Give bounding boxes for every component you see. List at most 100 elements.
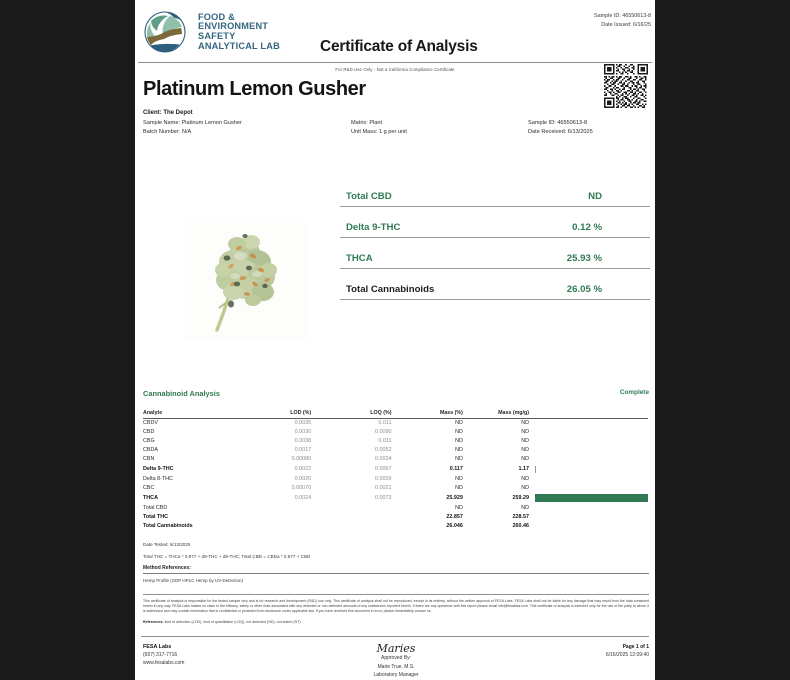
cell-loq: 0.011 (378, 420, 392, 427)
cell-mass-mgg: ND (521, 476, 529, 483)
summary-value: ND (588, 191, 602, 202)
cell-bar (529, 464, 648, 475)
cell-mass-mgg: 1.17 (518, 466, 530, 473)
col-loq: LOQ (%) (311, 410, 392, 419)
cell-analyte: Total Cannabinoids (143, 523, 193, 530)
cell-lod (230, 512, 311, 521)
cell-loq (311, 522, 391, 531)
cell-lod: 0.0038 (294, 438, 312, 445)
col-mass-pct: Mass (%) (391, 410, 463, 419)
approver-name: Marie True, M.S. (377, 663, 415, 670)
document-header: FOOD & ENVIRONMENT SAFETY ANALYTICAL LAB… (135, 0, 655, 62)
disclaimer-text: This certificate of analysis is responsi… (143, 599, 649, 614)
cell-mass-pct: 26.046 (446, 523, 463, 530)
summary-label: Total Cannabinoids (346, 284, 435, 295)
sample-info-column-2: Matrix: Plant Unit Mass: 1 g per unit (351, 119, 407, 138)
logo-line-4: ANALYTICAL LAB (198, 40, 280, 51)
cell-loq: 0.011 (378, 438, 392, 445)
cell-analyte: Total CBD (143, 504, 168, 511)
table-row: CBD 0.0030 0.0090 ND ND (143, 428, 648, 437)
cell-mass-mgg: ND (521, 485, 529, 492)
table-row: CBG 0.0038 0.011 ND ND (143, 437, 648, 446)
sample-name-field: Sample Name: Platinum Lemon Gusher (143, 119, 242, 126)
approved-by-label: Approved By: (380, 655, 412, 661)
unit-mass-field: Unit Mass: 1 g per unit (351, 129, 407, 135)
coa-document: FOOD & ENVIRONMENT SAFETY ANALYTICAL LAB… (135, 0, 655, 680)
cell-bar (529, 512, 648, 521)
footer-website[interactable]: www.fesalabs.com (143, 660, 185, 666)
cell-loq: 0.0059 (374, 476, 392, 483)
col-lod: LOD (%) (230, 410, 312, 419)
table-row: Delta 9-THC 0.0022 0.0067 0.117 1.17 (143, 464, 648, 475)
table-row: CBN 0.00080 0.0024 ND ND (143, 455, 648, 464)
calculation-formula: Total THC = THCa * 0.877 + d9-THC + d8-T… (143, 553, 311, 559)
generated-timestamp: 6/16/2025 12:09:40 (605, 652, 649, 659)
cell-loq: 0.0073 (374, 495, 392, 502)
cell-loq: 0.0052 (374, 447, 392, 454)
batch-number-field: Batch Number: N/A (143, 129, 192, 135)
cell-bar (529, 418, 648, 428)
logo-line-3: SAFETY (198, 31, 236, 41)
logo-line-1: FOOD & (198, 11, 235, 22)
approver-title: Laboratory Manager (373, 672, 419, 679)
value-bar (535, 494, 648, 502)
summary-label: Delta 9-THC (346, 222, 401, 233)
client-name: Client: The Depot (143, 109, 193, 116)
cell-mass-mgg: ND (521, 456, 529, 463)
footer-lab-name: FESA Labs (143, 644, 172, 650)
table-row: CBC 0.00070 0.0021 ND ND (143, 484, 648, 493)
status-badge: Complete (619, 389, 649, 396)
footer-page-info: Page 1 of 1 6/16/2025 12:09:40 (606, 643, 649, 659)
document-footer: FESA Labs (657) 317-7716 www.fesalabs.co… (143, 643, 649, 678)
results-summary: Total CBD ND Delta 9-THC 0.12 % THCA 25.… (340, 185, 650, 309)
summary-value: 26.05 % (566, 284, 602, 295)
cell-lod: 0.00070 (291, 485, 312, 492)
footer-approval: Maries Approved By: Marie True, M.S. Lab… (373, 643, 418, 680)
footer-lab-info: FESA Labs (657) 317-7716 www.fesalabs.co… (143, 643, 184, 667)
cell-analyte: CBDA (143, 447, 158, 454)
cell-bar (529, 446, 648, 455)
cell-mass-pct: ND (455, 429, 463, 436)
cell-lod: 0.0022 (294, 466, 312, 473)
cell-analyte: CBC (143, 485, 155, 492)
cell-mass-mgg: 259.29 (512, 495, 530, 502)
logo-wordmark: FOOD & ENVIRONMENT SAFETY ANALYTICAL LAB (198, 11, 280, 51)
table-row: Total CBD ND ND (143, 503, 648, 512)
qr-code-icon[interactable] (603, 64, 649, 108)
cell-lod: 0.0024 (294, 495, 312, 502)
cell-lod: 0.00080 (291, 456, 312, 463)
table-row: Delta 8-THC 0.0020 0.0059 ND ND (143, 475, 648, 484)
cell-bar (529, 522, 648, 531)
value-bar (535, 465, 537, 474)
sample-info-column-1: Sample Name: Platinum Lemon Gusher Batch… (143, 119, 242, 138)
cell-loq: 0.0024 (374, 456, 392, 463)
matrix-field: Matrix: Plant (351, 119, 383, 126)
cell-mass-mgg: ND (521, 447, 529, 454)
cell-mass-pct: 0.117 (449, 466, 463, 473)
cell-analyte: CBG (143, 438, 155, 445)
summary-row-delta9-thc: Delta 9-THC 0.12 % (340, 216, 650, 238)
signature-image: Maries (376, 642, 416, 655)
cell-lod: 0.0020 (294, 476, 312, 483)
cell-loq: 0.0090 (374, 429, 392, 436)
cell-analyte: THCA (143, 495, 158, 502)
cell-mass-mgg: 260.46 (512, 523, 530, 530)
col-bar (529, 410, 648, 419)
sample-info-grid: Sample Name: Platinum Lemon Gusher Batch… (143, 119, 655, 139)
cell-mass-mgg: ND (521, 504, 529, 511)
analysis-section-header: Cannabinoid Analysis Complete (143, 389, 649, 398)
cell-loq (311, 503, 391, 512)
references-line: References: limit of detection (LOD), li… (143, 620, 649, 624)
page-title: Certificate of Analysis (320, 38, 478, 55)
cell-bar (529, 493, 648, 504)
table-row: CBDV 0.0035 0.011 ND ND (143, 418, 648, 428)
summary-row-total-cannabinoids: Total Cannabinoids 26.05 % (340, 278, 650, 300)
cannabinoid-analysis-table: Analyte LOD (%) LOQ (%) Mass (%) Mass (m… (143, 410, 648, 531)
cell-mass-pct: ND (455, 420, 463, 427)
cell-bar (529, 428, 648, 437)
sample-id-field: Sample ID: 46550613-8 (528, 119, 588, 126)
cell-analyte: Delta 9-THC (143, 466, 174, 473)
cell-lod (230, 503, 311, 512)
cell-loq (311, 512, 391, 521)
cell-mass-pct: ND (455, 476, 463, 483)
